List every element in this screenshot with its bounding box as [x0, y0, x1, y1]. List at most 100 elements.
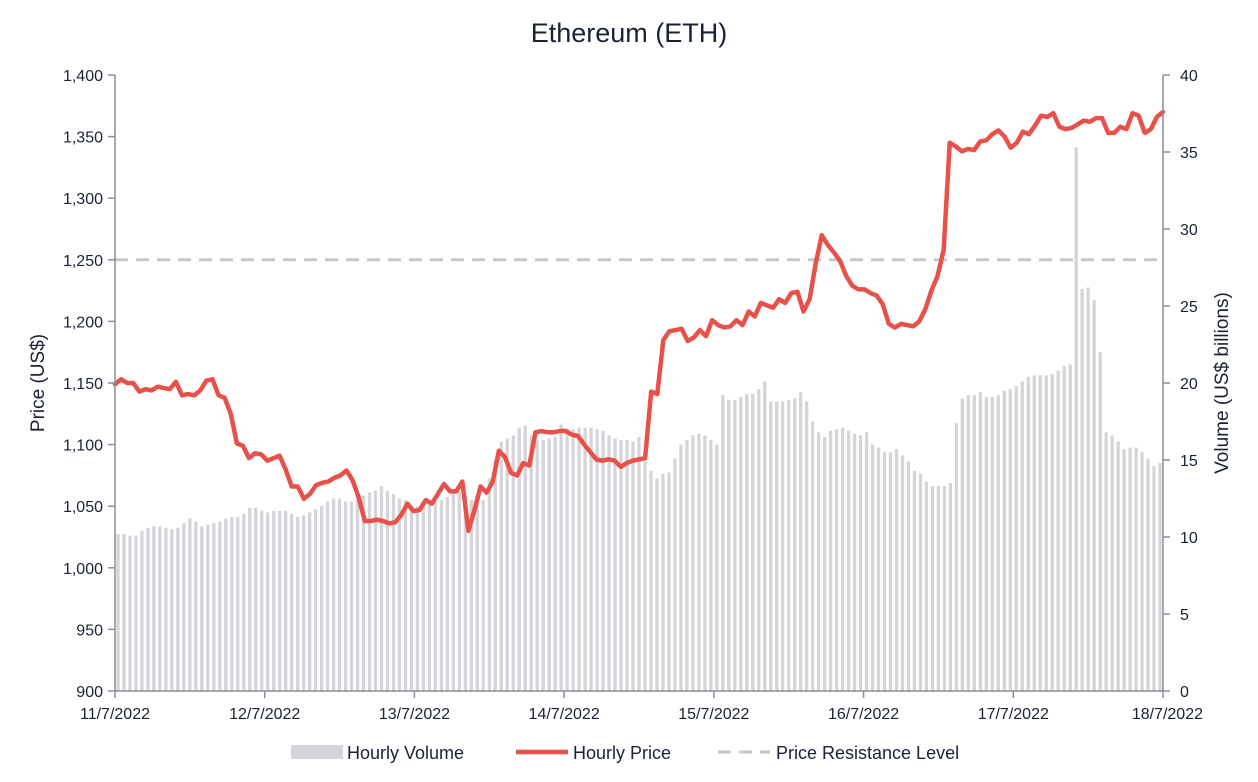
- volume-bar: [146, 527, 150, 691]
- volume-bar: [439, 500, 444, 691]
- volume-bar: [493, 460, 497, 691]
- volume-bar: [888, 452, 893, 691]
- left-axis-ticks: 900 950 1,000 1,050 1,100 1,150 1,200 1,250 1,30…: [63, 68, 115, 701]
- volume-bar: [206, 524, 210, 691]
- right-tick-label: 35: [1180, 145, 1198, 162]
- volume-bar: [960, 398, 965, 691]
- volume-bar: [966, 395, 971, 691]
- volume-bar: [721, 395, 725, 691]
- volume-bar: [1050, 373, 1054, 691]
- volume-bar: [817, 432, 821, 691]
- volume-bar: [224, 518, 228, 691]
- volume-bar: [769, 401, 773, 691]
- volume-bar: [290, 513, 294, 691]
- volume-bar: [487, 478, 491, 691]
- left-tick-label: 1,350: [63, 130, 103, 147]
- volume-bar: [1062, 366, 1066, 691]
- volume-bar: [242, 513, 246, 691]
- volume-bar: [260, 510, 264, 691]
- legend-volume-swatch: [291, 745, 343, 759]
- volume-bar: [349, 501, 354, 691]
- x-tick-label: 14/7/2022: [529, 706, 600, 723]
- volume-bar: [793, 398, 797, 691]
- volume-bar: [763, 381, 767, 691]
- volume-bar: [1146, 458, 1150, 691]
- volume-bar: [918, 473, 923, 691]
- volume-bar: [188, 518, 192, 691]
- right-tick-label: 15: [1180, 453, 1198, 470]
- volume-bar: [1020, 381, 1024, 691]
- volume-bar: [1032, 375, 1036, 691]
- x-tick-label: 17/7/2022: [978, 706, 1049, 723]
- volume-bar: [996, 395, 1000, 691]
- x-tick-label: 18/7/2022: [1132, 706, 1203, 723]
- volume-bar: [625, 439, 629, 691]
- volume-bar: [840, 427, 845, 691]
- volume-bar: [307, 512, 312, 691]
- volume-bar: [505, 438, 509, 691]
- volume-bar: [673, 458, 677, 691]
- x-tick-label: 12/7/2022: [229, 706, 300, 723]
- left-tick-label: 1,000: [63, 561, 103, 578]
- volume-bar: [284, 510, 288, 691]
- volume-bar: [373, 490, 378, 691]
- volume-bar: [421, 504, 426, 691]
- right-tick-label: 20: [1180, 376, 1198, 393]
- volume-bar: [140, 530, 144, 691]
- volume-bar: [900, 455, 905, 691]
- volume-bar: [691, 435, 695, 691]
- volume-bar: [176, 527, 180, 691]
- volume-bar: [325, 501, 330, 691]
- volume-bar: [1026, 376, 1030, 691]
- volume-bar: [385, 490, 390, 691]
- volume-bar: [547, 438, 551, 691]
- volume-bar: [355, 498, 360, 691]
- volume-bar: [715, 444, 719, 691]
- volume-bar: [511, 435, 515, 691]
- volume-bar: [379, 486, 384, 691]
- volume-bar: [559, 424, 563, 691]
- volume-bar: [1152, 466, 1156, 691]
- volume-bar: [200, 526, 204, 691]
- volume-bar: [134, 535, 138, 691]
- volume-bar: [1074, 147, 1078, 691]
- volume-bar: [649, 470, 653, 691]
- volume-bar: [745, 393, 749, 691]
- volume-bar: [182, 523, 186, 691]
- volume-bar: [427, 503, 432, 691]
- volume-bar: [775, 401, 779, 691]
- volume-bar: [301, 515, 306, 691]
- volume-bar: [331, 498, 336, 691]
- left-tick-label: 1,300: [63, 191, 103, 208]
- volume-bar: [679, 444, 683, 691]
- volume-bar: [834, 429, 839, 691]
- volume-bar: [1038, 375, 1042, 691]
- volume-bar: [1158, 463, 1162, 691]
- volume-bar: [876, 447, 881, 691]
- volume-bar: [1086, 287, 1090, 691]
- volume-bar: [727, 399, 731, 691]
- legend-volume-label: Hourly Volume: [347, 743, 464, 763]
- volume-bar: [637, 436, 641, 691]
- volume-bar: [499, 441, 503, 691]
- volume-bar: [1116, 441, 1120, 691]
- volume-bars: [116, 147, 1162, 691]
- volume-bar: [577, 427, 581, 691]
- volume-bar: [337, 498, 342, 691]
- volume-bar: [278, 510, 282, 691]
- right-tick-label: 10: [1180, 530, 1198, 547]
- volume-bar: [906, 461, 911, 691]
- left-tick-label: 1,200: [63, 314, 103, 331]
- legend: Hourly Volume Hourly Price Price Resista…: [291, 743, 959, 763]
- volume-bar: [152, 526, 156, 691]
- volume-bar: [1068, 364, 1072, 691]
- volume-bar: [272, 510, 276, 691]
- volume-bar: [697, 433, 701, 691]
- left-tick-label: 950: [76, 622, 103, 639]
- volume-bar: [409, 506, 414, 691]
- volume-bar: [894, 449, 899, 691]
- volume-bar: [553, 436, 557, 691]
- volume-bar: [218, 521, 222, 691]
- volume-bar: [1140, 452, 1144, 691]
